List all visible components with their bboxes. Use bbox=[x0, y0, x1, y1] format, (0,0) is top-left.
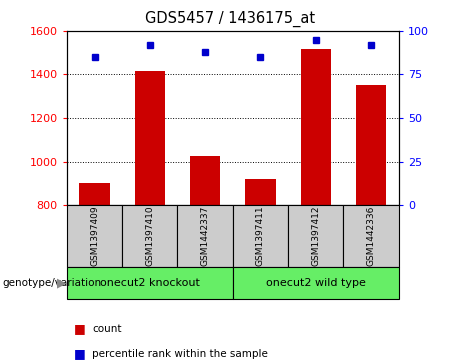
Bar bbox=[233, 267, 399, 299]
Text: GSM1442337: GSM1442337 bbox=[201, 206, 210, 266]
Text: GSM1442336: GSM1442336 bbox=[366, 206, 376, 266]
Text: ■: ■ bbox=[74, 322, 85, 335]
Text: GSM1397410: GSM1397410 bbox=[145, 205, 154, 266]
Bar bbox=[67, 267, 233, 299]
Bar bbox=[122, 205, 177, 267]
Text: ▶: ▶ bbox=[58, 277, 67, 290]
Bar bbox=[79, 183, 110, 205]
Bar bbox=[343, 205, 399, 267]
Text: GDS5457 / 1436175_at: GDS5457 / 1436175_at bbox=[145, 11, 316, 27]
Text: GSM1397409: GSM1397409 bbox=[90, 205, 99, 266]
Bar bbox=[67, 205, 122, 267]
Bar bbox=[177, 205, 233, 267]
Text: genotype/variation: genotype/variation bbox=[2, 278, 101, 288]
Bar bbox=[288, 205, 343, 267]
Bar bbox=[233, 205, 288, 267]
Bar bbox=[190, 156, 220, 205]
Bar bbox=[356, 85, 386, 205]
Text: onecut2 wild type: onecut2 wild type bbox=[266, 278, 366, 288]
Text: count: count bbox=[92, 323, 122, 334]
Bar bbox=[245, 179, 276, 205]
Text: percentile rank within the sample: percentile rank within the sample bbox=[92, 349, 268, 359]
Bar bbox=[301, 49, 331, 205]
Text: GSM1397412: GSM1397412 bbox=[311, 206, 320, 266]
Text: onecut2 knockout: onecut2 knockout bbox=[100, 278, 200, 288]
Bar bbox=[135, 71, 165, 205]
Text: ■: ■ bbox=[74, 347, 85, 360]
Text: GSM1397411: GSM1397411 bbox=[256, 205, 265, 266]
